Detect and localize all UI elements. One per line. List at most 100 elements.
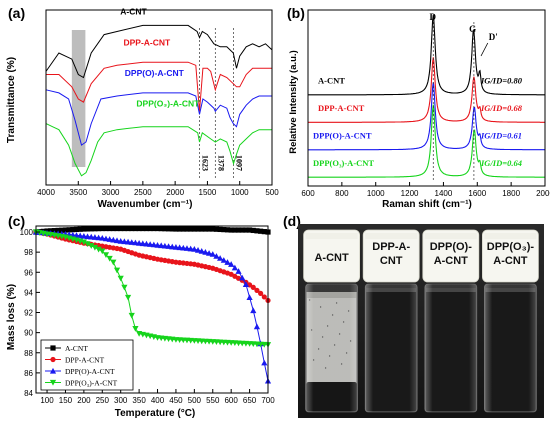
tga-marker-a-cnt xyxy=(118,225,124,232)
ftir-label-a-cnt: A-CNT xyxy=(120,7,147,17)
tga-marker-dpp-o-a-cnt xyxy=(187,245,194,252)
legend-label-dpp-o3-a-cnt: DPP(O₃)-A-CNT xyxy=(65,379,118,388)
plot-frame-a xyxy=(45,9,273,186)
tga-marker-dpp-o-a-cnt xyxy=(143,240,150,247)
vial-glass-highlight xyxy=(305,284,358,412)
xtick-label-100: 100 xyxy=(40,396,54,405)
tga-marker-dpp-o-a-cnt xyxy=(205,250,213,256)
tga-marker-dpp-o3-a-cnt xyxy=(91,244,99,251)
tga-marker-a-cnt xyxy=(250,227,256,234)
tga-marker-dpp-o-a-cnt xyxy=(113,237,121,244)
ftir-label-dpp-o3-a-cnt: DPP(O₃)-A-CNT xyxy=(136,99,200,109)
tga-marker-a-cnt xyxy=(70,227,76,233)
tga-legend: A-CNT DPP-A-CNT DPP(O)-A-CNT DPP(O₃)-A-CNT xyxy=(40,339,134,391)
vial-4: DPP(O₃)- A-CNT xyxy=(481,229,539,413)
tga-marker-a-cnt xyxy=(88,226,94,232)
tga-marker-dpp-o-a-cnt xyxy=(261,359,268,366)
tga-marker-a-cnt xyxy=(73,226,80,233)
tga-marker-a-cnt xyxy=(195,226,201,232)
xtick-label-500: 500 xyxy=(265,188,279,197)
tga-marker-dpp-o3-a-cnt xyxy=(102,252,110,258)
tga-marker-dpp-o-a-cnt xyxy=(77,232,84,239)
tga-marker-dpp-o-a-cnt xyxy=(165,243,172,249)
vial-label-line: CNT xyxy=(380,255,403,267)
panel-d: (d) A-CNT DPP-A- CNT DPP(O)- A-CNT DPP(O₃)- A-… xyxy=(283,213,544,418)
vial-cap xyxy=(422,229,480,283)
tga-marker-dpp-o3-a-cnt xyxy=(132,326,139,332)
tga-marker-dpp-o-a-cnt xyxy=(191,246,198,252)
plot-frame-b xyxy=(307,9,546,187)
tga-marker-a-cnt xyxy=(110,225,116,232)
tga-marker-a-cnt xyxy=(77,226,83,232)
xtick-label-400: 400 xyxy=(151,396,165,405)
panel-c-xlabel: Temperature (°C) xyxy=(115,408,196,419)
plot-frame-c xyxy=(35,225,269,394)
xtick-label-200: 200 xyxy=(77,396,91,405)
xtick-label-1200: 1200 xyxy=(401,189,419,198)
xtick-label-150: 150 xyxy=(59,396,73,405)
peak-label-1097: 1097 xyxy=(234,155,243,171)
panel-a-letter: (a) xyxy=(8,5,25,21)
xtick-label-250: 250 xyxy=(96,396,110,405)
ftir-label-dpp-a-cnt: DPP-A-CNT xyxy=(123,37,171,47)
tga-marker-a-cnt xyxy=(199,226,205,232)
panel-c-ylabel: Mass loss (%) xyxy=(6,284,17,350)
tga-marker-dpp-o3-a-cnt xyxy=(99,248,106,255)
tga-marker-dpp-o-a-cnt xyxy=(99,234,106,241)
tga-marker-dpp-o3-a-cnt xyxy=(106,255,113,262)
tga-marker-dpp-a-cnt xyxy=(254,287,260,293)
oh-band-highlight xyxy=(71,30,86,167)
tga-marker-dpp-o-a-cnt xyxy=(180,244,187,251)
tga-markers-dpp-o3-a-cnt xyxy=(32,229,272,348)
tga-marker-dpp-a-cnt xyxy=(250,284,256,290)
tga-marker-a-cnt xyxy=(261,229,267,235)
tga-marker-a-cnt xyxy=(158,226,164,232)
tga-marker-dpp-o-a-cnt xyxy=(110,236,117,243)
tga-marker-dpp-o-a-cnt xyxy=(176,244,183,251)
tga-marker-a-cnt xyxy=(62,227,69,233)
legend-marker-dpp-o3-a-cnt xyxy=(49,379,57,386)
tga-marker-dpp-o-a-cnt xyxy=(183,245,191,251)
tga-marker-a-cnt xyxy=(169,226,175,232)
tga-marker-dpp-o-a-cnt xyxy=(213,253,220,259)
xtick-label-2000: 2000 xyxy=(166,188,184,197)
tga-marker-a-cnt xyxy=(206,226,212,232)
tga-marker-dpp-o3-a-cnt xyxy=(121,284,128,291)
tga-marker-a-cnt xyxy=(59,227,65,233)
tga-marker-a-cnt xyxy=(202,226,208,232)
tga-marker-dpp-o3-a-cnt xyxy=(80,239,87,246)
tga-marker-a-cnt xyxy=(232,227,238,233)
tga-marker-a-cnt xyxy=(165,226,172,232)
raman-peak-label-D: D xyxy=(430,12,437,22)
ftir-line-dpp-a-cnt xyxy=(46,61,272,112)
raman-label-dpp-a-cnt: DPP-A-CNT xyxy=(318,103,365,113)
tga-marker-a-cnt xyxy=(114,225,120,232)
tga-marker-a-cnt xyxy=(246,227,253,233)
dprime-arrow xyxy=(480,42,489,57)
tga-marker-a-cnt xyxy=(147,225,153,232)
raman-line-dpp-a-cnt xyxy=(308,57,545,123)
tga-marker-dpp-o-a-cnt xyxy=(172,244,180,250)
tga-marker-dpp-o3-a-cnt xyxy=(88,243,95,249)
tga-marker-a-cnt xyxy=(81,226,87,232)
tga-marker-dpp-o3-a-cnt xyxy=(110,259,117,266)
ytick-label-84: 84 xyxy=(24,389,33,398)
ytick-label-96: 96 xyxy=(24,268,33,277)
xtick-label-4000: 4000 xyxy=(37,188,55,197)
raman-peak-label-dprime: D' xyxy=(489,32,498,42)
tga-marker-dpp-o-a-cnt xyxy=(88,233,95,240)
panel-a: (a) 1623 1378 1097 A-CNT DPP-A-CNT DPP(O)-A-C… xyxy=(6,5,279,210)
ytick-label-98: 98 xyxy=(24,248,33,257)
peak-label-1378: 1378 xyxy=(216,155,225,171)
xtick-label-1400: 1400 xyxy=(435,189,453,198)
tga-marker-a-cnt xyxy=(143,225,150,232)
ftir-label-dpp-o-a-cnt: DPP(O)-A-CNT xyxy=(125,68,185,78)
legend-label-dpp-a-cnt: DPP-A-CNT xyxy=(65,356,105,365)
tga-marker-dpp-o-a-cnt xyxy=(228,261,235,267)
ftir-line-a-cnt xyxy=(45,24,273,79)
tga-marker-a-cnt xyxy=(107,225,113,232)
raman-ratio-dpp-a-cnt: IG/ID=0.68 xyxy=(480,103,523,113)
tga-marker-a-cnt xyxy=(162,226,168,232)
tga-marker-dpp-o-a-cnt xyxy=(220,257,227,263)
tga-marker-dpp-o-a-cnt xyxy=(91,234,99,240)
